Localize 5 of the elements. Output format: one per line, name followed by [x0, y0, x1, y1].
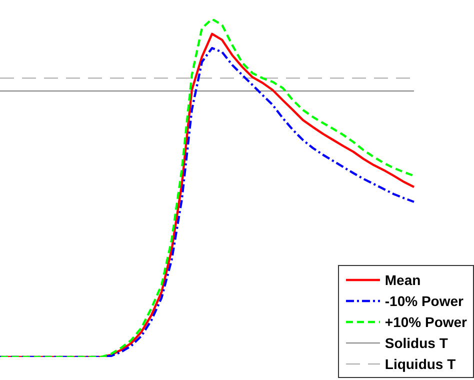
- legend-label: Liquidus T: [384, 356, 456, 372]
- legend-label: Mean: [384, 272, 421, 288]
- legend-label: Solidus T: [384, 334, 448, 350]
- legend-label: -10% Power: [384, 292, 464, 308]
- legend-label: +10% Power: [384, 314, 467, 330]
